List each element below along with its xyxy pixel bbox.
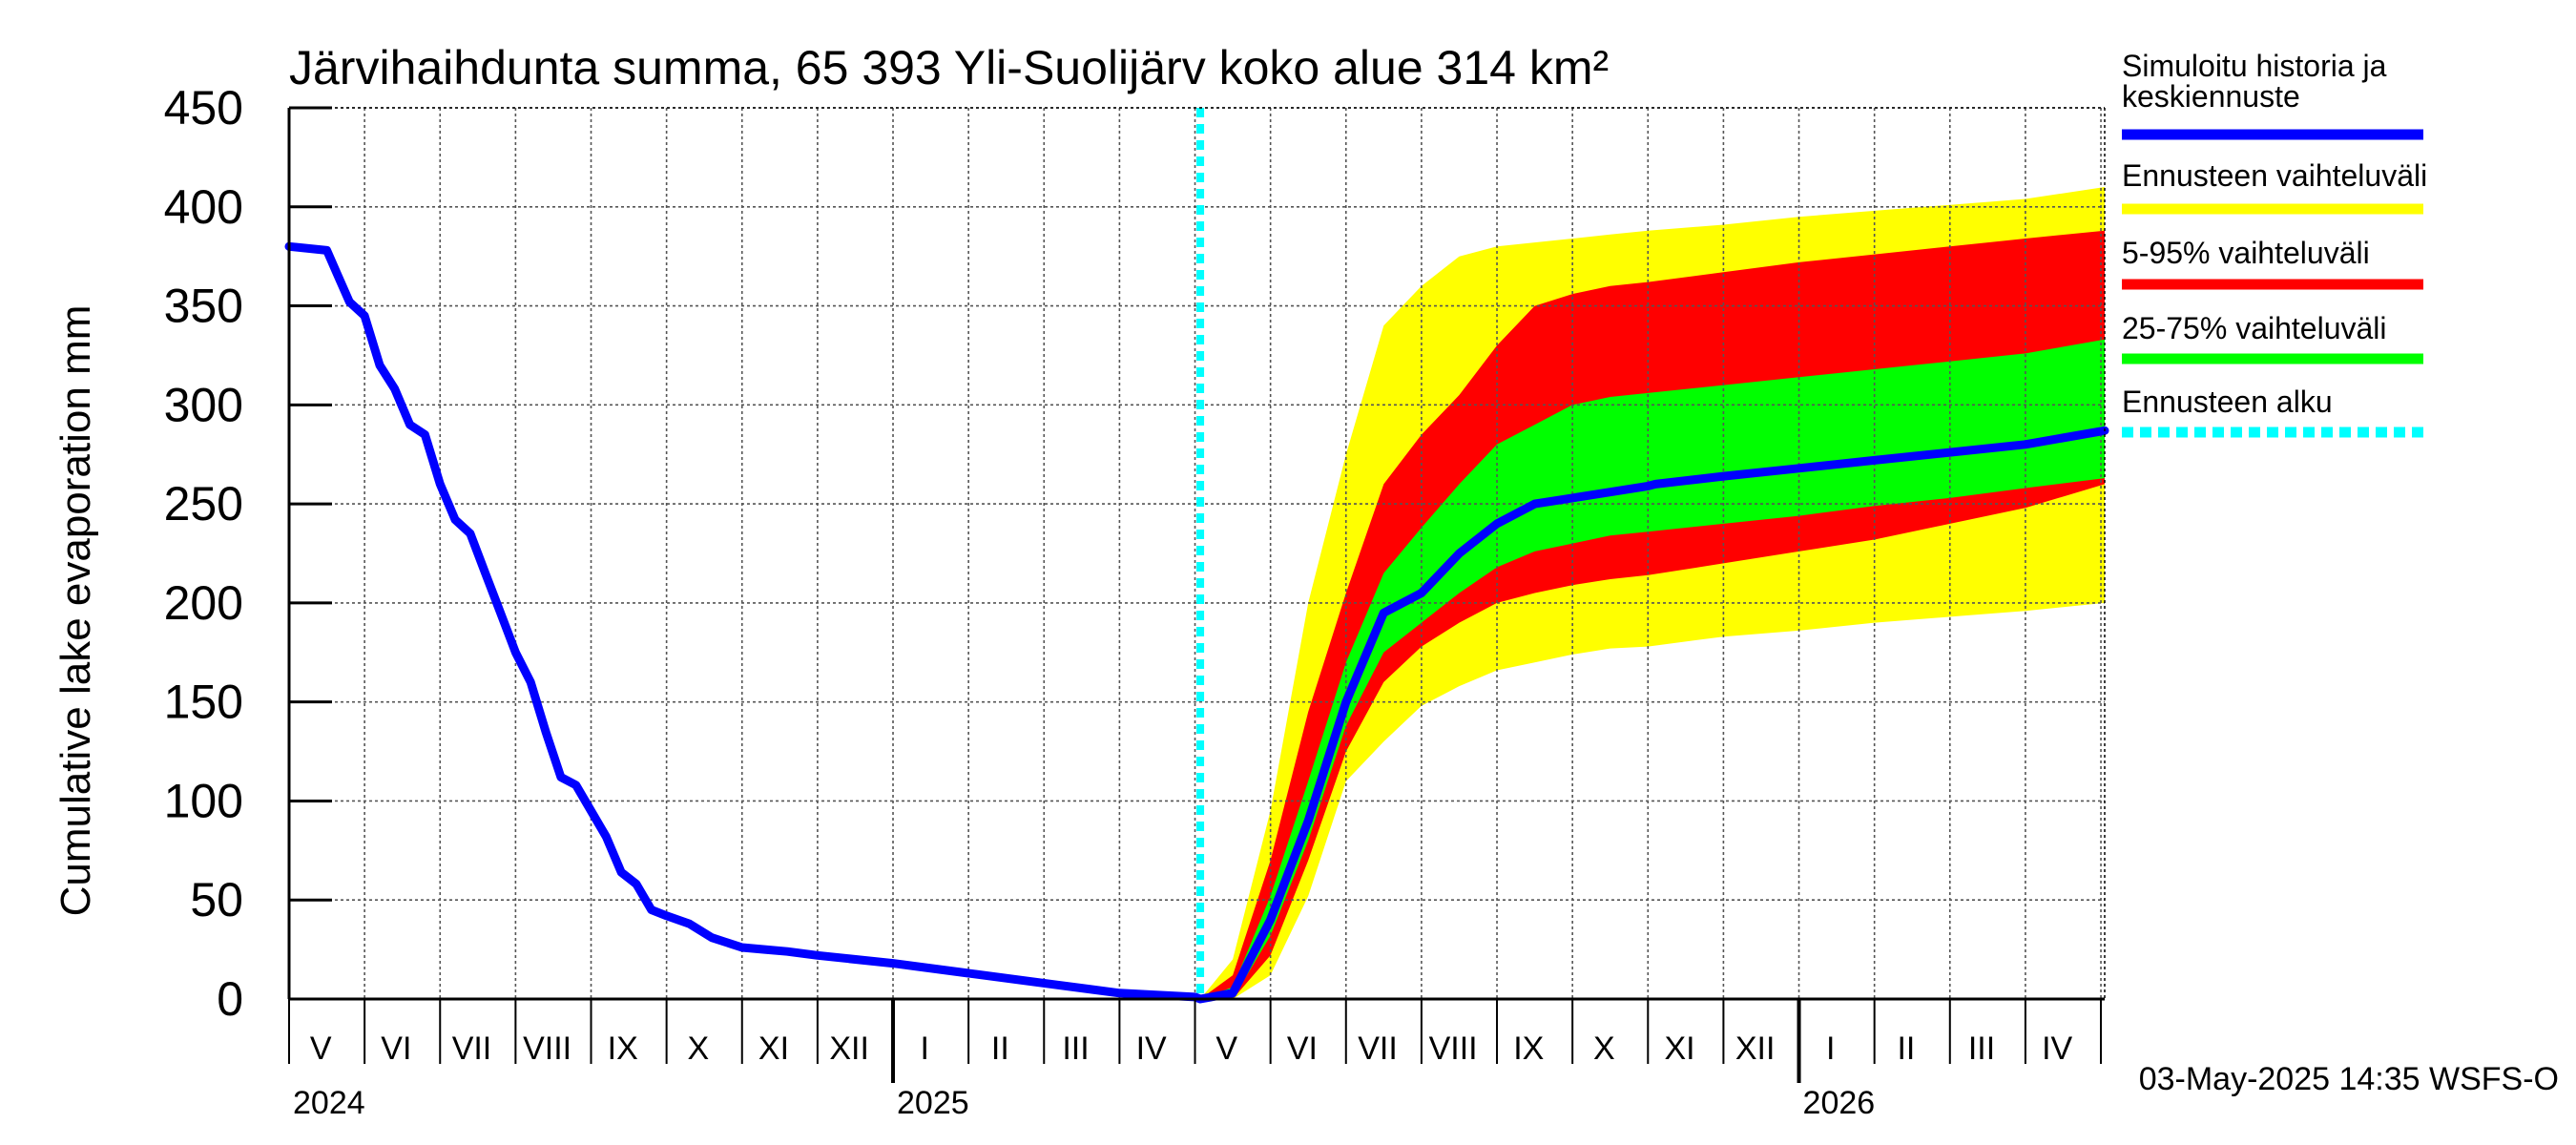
month-label: VII bbox=[452, 1030, 492, 1067]
legend-label: Simuloitu historia ja bbox=[2122, 49, 2387, 83]
month-label: IX bbox=[608, 1030, 638, 1067]
legend-label: Ennusteen vaihteluväli bbox=[2122, 158, 2427, 193]
y-tick-label: 200 bbox=[164, 576, 243, 630]
chart-title: Järvihaihdunta summa, 65 393 Yli-Suolijä… bbox=[289, 41, 1609, 94]
y-tick-label: 350 bbox=[164, 280, 243, 333]
year-label: 2026 bbox=[1803, 1085, 1876, 1121]
month-label: XII bbox=[829, 1030, 869, 1067]
series-line-1 bbox=[284, 241, 2109, 1004]
year-label: 2025 bbox=[897, 1085, 969, 1121]
y-axis-label: Cumulative lake evaporation mm bbox=[52, 305, 99, 917]
month-label: XII bbox=[1735, 1030, 1776, 1067]
month-label: VI bbox=[381, 1030, 411, 1067]
month-label: VIII bbox=[523, 1030, 571, 1067]
year-label: 2024 bbox=[293, 1085, 365, 1121]
y-tick-label: 250 bbox=[164, 477, 243, 531]
y-tick-label: 50 bbox=[190, 873, 243, 926]
y-tick-label: 100 bbox=[164, 774, 243, 827]
month-label: V bbox=[310, 1030, 332, 1067]
month-label: XI bbox=[1664, 1030, 1694, 1067]
legend-item-5: Ennusteen alku bbox=[2122, 385, 2423, 438]
y-tick-label: 0 bbox=[217, 972, 243, 1026]
month-label: X bbox=[1593, 1030, 1615, 1067]
month-label: VIII bbox=[1429, 1030, 1478, 1067]
month-label: XI bbox=[758, 1030, 789, 1067]
month-label: V bbox=[1215, 1030, 1237, 1067]
month-label: VI bbox=[1287, 1030, 1318, 1067]
legend-label: Ennusteen alku bbox=[2122, 385, 2333, 419]
legend-label: 25-75% vaihteluväli bbox=[2122, 311, 2387, 345]
y-tick-label: 400 bbox=[164, 180, 243, 234]
month-label: II bbox=[1897, 1030, 1915, 1067]
forecast-bands bbox=[1200, 187, 2105, 999]
legend-item-2: Ennusteen vaihteluväli bbox=[2122, 158, 2427, 215]
legend-item-3: 5-95% vaihteluväli bbox=[2122, 236, 2423, 290]
legend-label-line2: keskiennuste bbox=[2122, 79, 2300, 114]
month-label: III bbox=[1968, 1030, 1995, 1067]
month-label: IV bbox=[1136, 1030, 1167, 1067]
timestamp-label: 03-May-2025 14:35 WSFS-O bbox=[2139, 1061, 2559, 1097]
month-label: III bbox=[1062, 1030, 1089, 1067]
y-tick-label: 300 bbox=[164, 378, 243, 431]
legend-label: 5-95% vaihteluväli bbox=[2122, 236, 2370, 270]
month-label: VII bbox=[1358, 1030, 1398, 1067]
month-label: II bbox=[991, 1030, 1009, 1067]
y-tick-label: 450 bbox=[164, 81, 243, 135]
month-label: IX bbox=[1513, 1030, 1544, 1067]
month-label: I bbox=[1826, 1030, 1835, 1067]
month-label: I bbox=[921, 1030, 929, 1067]
month-label: IV bbox=[2042, 1030, 2072, 1067]
legend-item-4: 25-75% vaihteluväli bbox=[2122, 311, 2423, 364]
month-label: X bbox=[688, 1030, 710, 1067]
y-tick-label: 150 bbox=[164, 676, 243, 729]
band-3 bbox=[1200, 339, 2105, 999]
